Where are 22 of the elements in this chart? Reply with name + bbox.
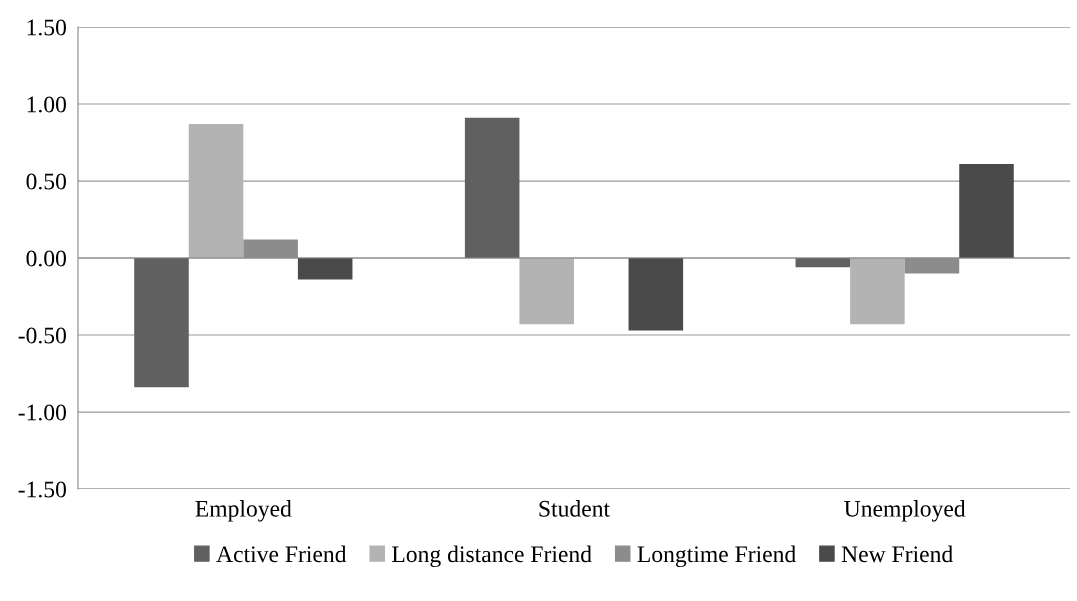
- x-tick-label: Student: [539, 500, 610, 517]
- y-tick-label: 0.50: [26, 173, 66, 190]
- bar: [464, 117, 520, 258]
- legend-label: Active Friend: [216, 545, 347, 563]
- y-tick-label: -1.00: [18, 404, 66, 421]
- legend-label: Longtime Friend: [637, 545, 796, 568]
- bar: [297, 258, 353, 280]
- y-tick-label: 1.50: [27, 19, 66, 36]
- x-tick-label: Unemployed: [844, 500, 966, 522]
- y-tick-label: 0.00: [26, 250, 66, 267]
- bar: [188, 124, 244, 258]
- legend-label: Long distance Friend: [392, 545, 592, 568]
- bar: [959, 164, 1014, 258]
- legend-label: New Friend: [841, 545, 953, 563]
- y-tick-label: -1.50: [18, 481, 66, 498]
- y-tick-label: 1.00: [27, 96, 66, 113]
- bar: [628, 258, 684, 331]
- y-tick-label: -0.50: [18, 327, 66, 344]
- bar: [134, 258, 189, 388]
- bar: [850, 258, 905, 325]
- x-tick-label: Employed: [195, 500, 292, 522]
- bar: [519, 258, 574, 325]
